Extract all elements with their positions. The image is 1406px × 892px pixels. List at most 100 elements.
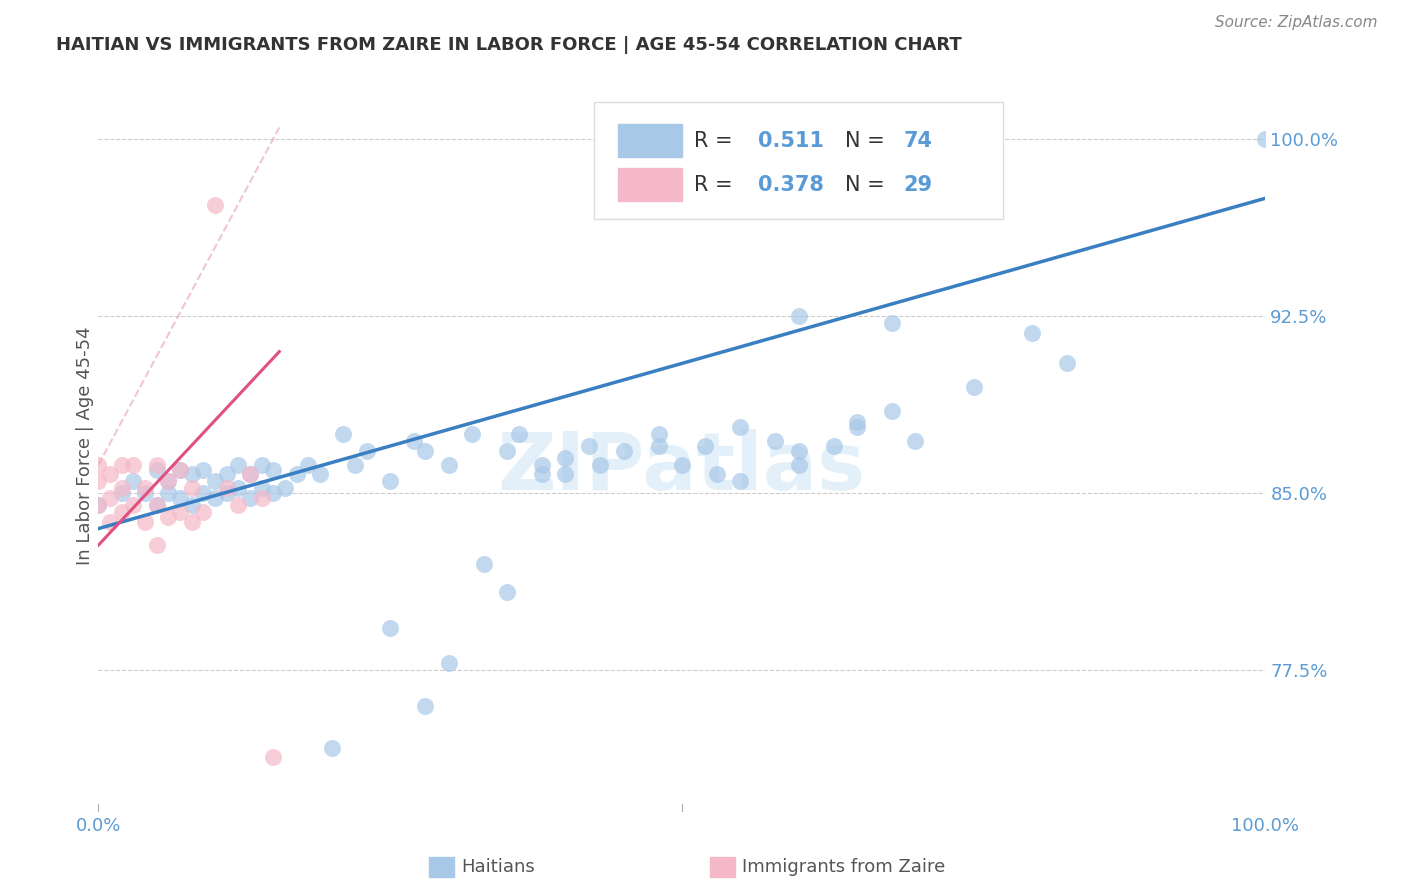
- Point: [111, 458, 134, 472]
- Point: [87, 498, 110, 512]
- Point: [239, 467, 262, 482]
- Point: [204, 198, 226, 212]
- Bar: [617, 124, 682, 157]
- Point: [146, 498, 169, 512]
- Point: [157, 486, 180, 500]
- Point: [695, 439, 717, 453]
- Point: [122, 475, 145, 489]
- Text: ZIPatlas: ZIPatlas: [498, 429, 866, 507]
- Point: [508, 427, 530, 442]
- Text: 29: 29: [904, 175, 932, 194]
- Point: [846, 420, 869, 434]
- Point: [193, 486, 215, 500]
- Text: N =: N =: [845, 175, 891, 194]
- Point: [1254, 132, 1277, 146]
- Point: [578, 439, 600, 453]
- Point: [239, 491, 262, 505]
- Point: [413, 698, 436, 713]
- Point: [169, 462, 191, 476]
- Point: [706, 467, 728, 482]
- Point: [297, 458, 319, 472]
- Point: [215, 467, 238, 482]
- Text: Source: ZipAtlas.com: Source: ZipAtlas.com: [1215, 15, 1378, 29]
- Point: [344, 458, 367, 472]
- Point: [613, 443, 636, 458]
- Point: [380, 621, 402, 635]
- Point: [437, 458, 460, 472]
- Point: [787, 443, 810, 458]
- Point: [671, 458, 693, 472]
- Point: [204, 491, 226, 505]
- Point: [554, 467, 576, 482]
- Point: [134, 515, 156, 529]
- Point: [122, 458, 145, 472]
- Point: [180, 498, 202, 512]
- Point: [262, 462, 284, 476]
- Point: [472, 557, 495, 571]
- Point: [111, 505, 134, 519]
- Point: [274, 482, 297, 496]
- Point: [1021, 326, 1043, 340]
- Text: HAITIAN VS IMMIGRANTS FROM ZAIRE IN LABOR FORCE | AGE 45-54 CORRELATION CHART: HAITIAN VS IMMIGRANTS FROM ZAIRE IN LABO…: [56, 36, 962, 54]
- Point: [134, 482, 156, 496]
- Point: [111, 482, 134, 496]
- Point: [904, 434, 927, 449]
- Point: [98, 491, 121, 505]
- Point: [111, 486, 134, 500]
- Point: [146, 458, 169, 472]
- Text: 74: 74: [904, 131, 932, 151]
- Point: [262, 750, 284, 764]
- Point: [180, 467, 202, 482]
- Point: [880, 316, 903, 330]
- Point: [285, 467, 308, 482]
- Y-axis label: In Labor Force | Age 45-54: In Labor Force | Age 45-54: [76, 326, 94, 566]
- Point: [169, 505, 191, 519]
- Point: [309, 467, 332, 482]
- Point: [204, 475, 226, 489]
- Point: [496, 585, 519, 599]
- Point: [134, 486, 156, 500]
- Point: [180, 515, 202, 529]
- Point: [146, 538, 169, 552]
- Point: [157, 475, 180, 489]
- Point: [321, 741, 343, 756]
- Point: [193, 462, 215, 476]
- Point: [146, 462, 169, 476]
- Text: N =: N =: [845, 131, 891, 151]
- Point: [250, 482, 273, 496]
- Point: [169, 462, 191, 476]
- Point: [787, 310, 810, 324]
- Point: [1056, 356, 1078, 370]
- Point: [962, 380, 984, 394]
- Point: [413, 443, 436, 458]
- Point: [554, 450, 576, 465]
- Point: [239, 467, 262, 482]
- Point: [215, 486, 238, 500]
- Point: [647, 439, 669, 453]
- Point: [437, 656, 460, 670]
- Point: [193, 505, 215, 519]
- FancyBboxPatch shape: [595, 103, 1002, 219]
- Point: [530, 467, 553, 482]
- Point: [787, 458, 810, 472]
- Point: [846, 416, 869, 430]
- Point: [87, 498, 110, 512]
- Point: [228, 482, 250, 496]
- Point: [332, 427, 354, 442]
- Point: [823, 439, 845, 453]
- Point: [122, 498, 145, 512]
- Point: [250, 458, 273, 472]
- Text: 0.511: 0.511: [758, 131, 824, 151]
- Point: [402, 434, 425, 449]
- Point: [763, 434, 786, 449]
- Point: [87, 458, 110, 472]
- Point: [530, 458, 553, 472]
- Point: [169, 491, 191, 505]
- Point: [157, 475, 180, 489]
- Point: [647, 427, 669, 442]
- Point: [215, 482, 238, 496]
- Text: 0.378: 0.378: [758, 175, 824, 194]
- Point: [146, 498, 169, 512]
- Point: [228, 498, 250, 512]
- Point: [730, 420, 752, 434]
